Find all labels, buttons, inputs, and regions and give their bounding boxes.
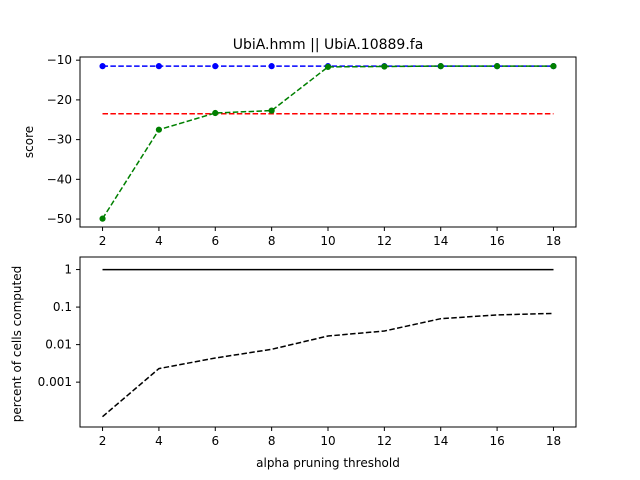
series-green-point xyxy=(550,63,557,70)
chart-title: UbiA.hmm || UbiA.10889.fa xyxy=(233,37,424,53)
x-tick-label: 8 xyxy=(268,234,276,248)
score-panel: score 2 4 6 8 10 12 14 16 18 −50 −40 −30 −20 −10 xyxy=(22,53,577,248)
x-tick-label: 4 xyxy=(155,234,163,248)
series-green-point xyxy=(212,109,219,117)
y-tick-label: −30 xyxy=(47,133,72,147)
y-tick-label: 1 xyxy=(64,263,72,277)
x-tick-label: 12 xyxy=(377,234,392,248)
series-green-point xyxy=(493,63,501,70)
x-tick-label: 10 xyxy=(320,434,335,448)
x-tick-label: 16 xyxy=(489,434,504,448)
series-blue-point xyxy=(212,63,219,70)
series-green-point xyxy=(99,215,106,222)
y-tick-label: −10 xyxy=(47,53,72,67)
x-tick-label: 14 xyxy=(433,434,448,448)
score-ylabel: score xyxy=(22,126,36,158)
x-tick-label: 8 xyxy=(268,434,276,448)
y-tick-label: 0.01 xyxy=(45,338,72,352)
y-tick-label: 0.1 xyxy=(53,300,72,314)
y-tick-label: −50 xyxy=(47,212,72,226)
x-tick-label: 18 xyxy=(546,434,561,448)
series-blue-point xyxy=(155,63,163,70)
x-tick-label: 4 xyxy=(155,434,163,448)
y-tick-label: −40 xyxy=(47,172,72,186)
series-black-dashed-line xyxy=(102,312,554,418)
series-green-point xyxy=(268,107,275,114)
series-blue-point xyxy=(268,63,275,70)
x-tick-label: 10 xyxy=(320,234,335,248)
y-tick-label: 0.001 xyxy=(38,375,72,389)
series-blue-point xyxy=(99,63,106,70)
cells-panel: percent of cells computed alpha pruning … xyxy=(10,256,577,470)
x-tick-label: 2 xyxy=(99,434,107,448)
series-green-point xyxy=(437,63,444,70)
series-green-point xyxy=(155,126,163,133)
x-tick-label: 18 xyxy=(546,234,561,248)
series-green-point xyxy=(381,63,388,70)
y-tick-label: −20 xyxy=(47,93,72,107)
x-tick-label: 6 xyxy=(211,434,219,448)
cells-xlabel: alpha pruning threshold xyxy=(256,456,400,470)
x-tick-label: 12 xyxy=(377,434,392,448)
x-tick-label: 6 xyxy=(211,234,219,248)
x-tick-label: 14 xyxy=(433,234,448,248)
x-tick-label: 16 xyxy=(489,234,504,248)
cells-ylabel: percent of cells computed xyxy=(10,266,24,422)
series-green-point xyxy=(324,63,332,71)
x-tick-label: 2 xyxy=(99,234,107,248)
